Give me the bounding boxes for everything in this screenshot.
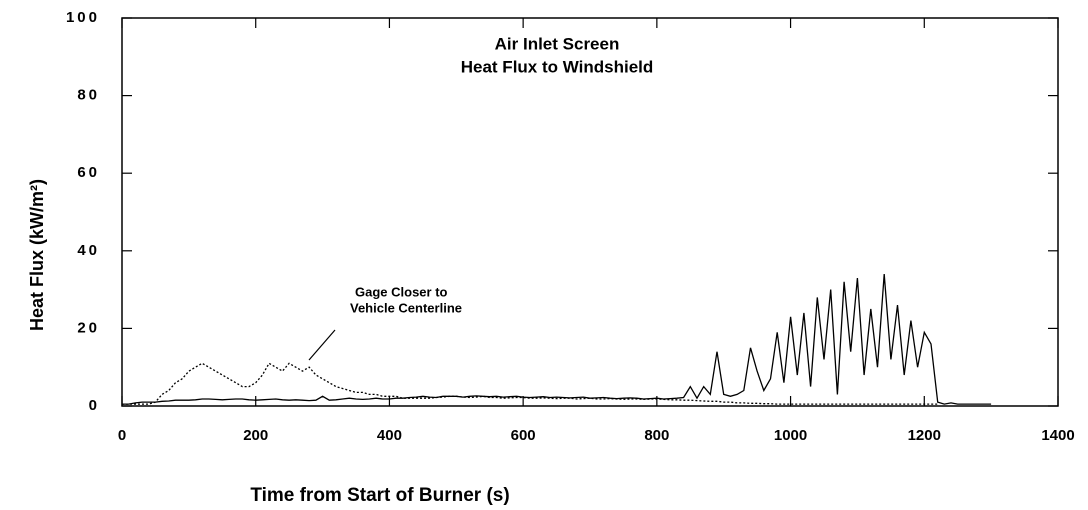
x-tick-label: 1400	[1041, 427, 1074, 444]
x-tick-label: 1000	[774, 427, 807, 444]
y-tick-label: 0	[89, 397, 100, 414]
y-tick-label: 20	[77, 319, 100, 336]
y-axis-label: Heat Flux (kW/m²)	[27, 179, 47, 331]
y-tick-label: 100	[66, 9, 100, 26]
annotation-arrow	[308, 329, 336, 361]
x-tick-label: 200	[243, 427, 268, 444]
x-tick-label: 800	[644, 427, 669, 444]
x-tick-label: 1200	[908, 427, 941, 444]
y-tick-label: 60	[77, 164, 100, 181]
x-tick-label: 600	[511, 427, 536, 444]
y-tick-label: 80	[77, 87, 100, 104]
y-tick-label: 40	[77, 242, 100, 259]
chart-subtitle: Heat Flux to Windshield	[461, 57, 654, 76]
x-tick-label: 0	[118, 427, 126, 444]
x-axis-label: Time from Start of Burner (s)	[250, 485, 509, 506]
annotation: Gage Closer to	[355, 284, 448, 299]
data-line	[122, 274, 992, 405]
annotation: Vehicle Centerline	[350, 300, 462, 315]
x-tick-label: 400	[377, 427, 402, 444]
chart-title: Air Inlet Screen	[495, 34, 620, 53]
plot-frame	[121, 17, 1059, 407]
